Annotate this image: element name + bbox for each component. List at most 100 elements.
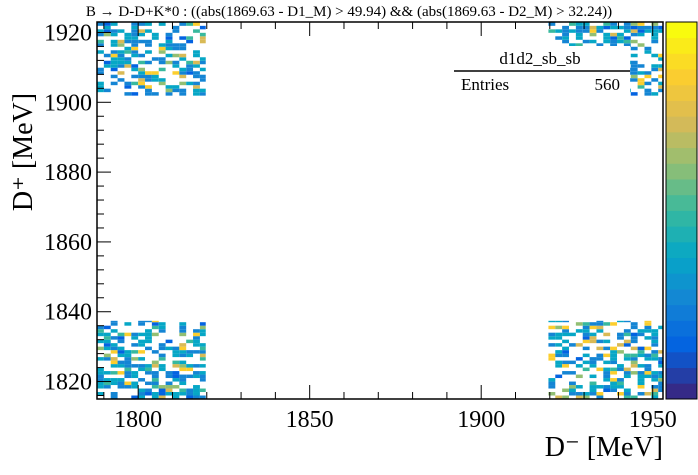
heatmap-bin: [172, 364, 180, 368]
heatmap-bin: [651, 392, 659, 396]
heatmap-bin: [651, 92, 659, 96]
stats-entries-label: Entries: [461, 75, 509, 94]
heatmap-bin: [131, 43, 139, 47]
heatmap-bin: [124, 39, 132, 44]
heatmap-bin: [548, 336, 556, 340]
heatmap-bin: [179, 325, 187, 330]
heatmap-bin: [193, 53, 200, 58]
heatmap-bin: [117, 385, 125, 389]
heatmap-bin: [199, 353, 206, 358]
heatmap-bin: [110, 22, 118, 26]
heatmap-bin: [193, 64, 200, 68]
heatmap-bin: [199, 346, 206, 351]
heatmap-bin: [145, 336, 152, 340]
heatmap-bin: [555, 350, 563, 354]
heatmap-bin: [555, 353, 563, 358]
heatmap-bin: [644, 346, 652, 351]
heatmap-bin: [562, 329, 570, 333]
heatmap-bin: [179, 88, 187, 93]
heatmap-bin: [138, 53, 146, 58]
heatmap-bin: [138, 81, 146, 86]
heatmap-bin: [179, 71, 187, 75]
heatmap-bin: [138, 22, 146, 26]
y-tick-label: 1920: [44, 20, 92, 46]
heatmap-bin: [131, 336, 139, 340]
heatmap-bin: [199, 395, 206, 399]
heatmap-bin: [637, 71, 645, 75]
heatmap-bin: [651, 332, 659, 337]
palette-swatch: [666, 226, 697, 243]
heatmap-bin: [589, 385, 597, 389]
heatmap-bin: [158, 395, 166, 399]
heatmap-bin: [165, 88, 173, 93]
heatmap-bin: [562, 353, 570, 358]
heatmap-bin: [193, 374, 200, 379]
heatmap-bin: [179, 346, 187, 351]
heatmap-bin: [637, 346, 645, 351]
heatmap-bin: [193, 392, 200, 396]
heatmap-bin: [623, 43, 631, 47]
heatmap-bin: [651, 357, 659, 361]
heatmap-bin: [165, 92, 173, 96]
heatmap-bin: [151, 325, 159, 330]
heatmap-bin: [555, 395, 563, 399]
heatmap-bin: [131, 381, 139, 386]
heatmap-bin: [555, 320, 563, 323]
heatmap-bin: [617, 364, 624, 368]
heatmap-bin: [575, 343, 583, 347]
stats-entries-value: 560: [595, 75, 621, 94]
heatmap-bin: [193, 343, 200, 347]
heatmap-bin: [623, 343, 631, 347]
heatmap-bin: [131, 364, 139, 368]
heatmap-bin: [165, 381, 173, 386]
heatmap-bin: [199, 25, 206, 30]
heatmap-bin: [151, 71, 159, 75]
heatmap-bin: [131, 74, 139, 79]
heatmap-bin: [97, 385, 104, 389]
heatmap-bin: [124, 364, 132, 368]
heatmap-bin: [623, 371, 631, 375]
heatmap-bin: [165, 60, 173, 65]
heatmap-bin: [610, 25, 618, 30]
heatmap-bin: [193, 385, 200, 389]
heatmap-bin: [138, 350, 146, 354]
heatmap-bin: [617, 350, 624, 354]
heatmap-bin: [651, 395, 659, 399]
heatmap-bin: [117, 381, 125, 386]
heatmap-bin: [623, 353, 631, 358]
heatmap-bin: [117, 332, 125, 337]
heatmap-bin: [158, 60, 166, 65]
heatmap-bin: [575, 43, 583, 47]
heatmap-bin: [193, 85, 200, 89]
heatmap-bins: [97, 22, 663, 399]
heatmap-bin: [97, 381, 104, 386]
heatmap-bin: [651, 67, 659, 72]
heatmap-bin: [138, 32, 146, 37]
heatmap-bin: [179, 53, 187, 58]
heatmap-bin: [637, 43, 645, 47]
heatmap-bin: [131, 371, 139, 375]
heatmap-bin: [172, 46, 180, 51]
heatmap-bin: [117, 350, 125, 354]
x-tick-label: 1900: [457, 407, 505, 433]
heatmap-bin: [596, 353, 604, 358]
heatmap-bin: [151, 332, 159, 337]
heatmap-bin: [637, 64, 645, 68]
heatmap-bin: [623, 39, 631, 44]
heatmap-bin: [179, 367, 187, 372]
heatmap-bin: [555, 29, 563, 33]
heatmap-bin: [97, 332, 104, 337]
heatmap-bin: [630, 371, 638, 375]
heatmap-bin: [151, 36, 159, 40]
palette-swatch: [666, 304, 697, 321]
heatmap-bin: [623, 29, 631, 33]
heatmap-bin: [172, 360, 180, 365]
heatmap-bin: [124, 57, 132, 61]
palette-swatch: [666, 69, 697, 86]
heatmap-bin: [110, 395, 118, 399]
heatmap-bin: [138, 322, 146, 326]
heatmap-bin: [596, 322, 604, 326]
heatmap-bin: [199, 36, 206, 40]
heatmap-bin: [199, 325, 206, 330]
heatmap-bin: [603, 322, 611, 326]
